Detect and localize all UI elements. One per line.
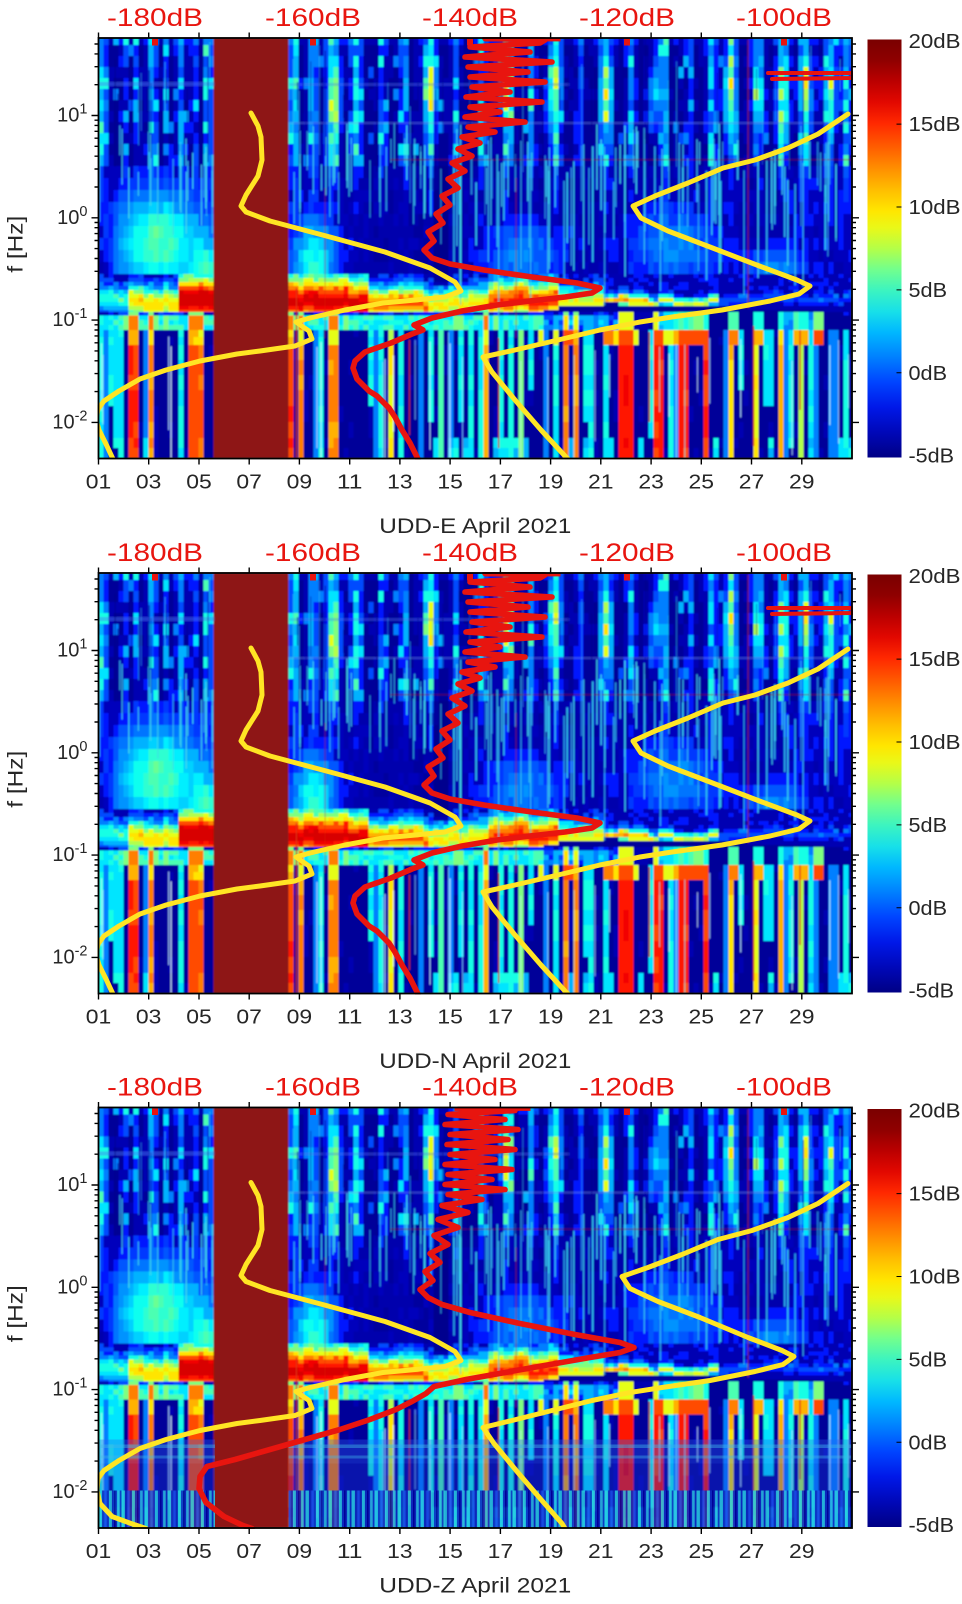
svg-text:UDD-Z April 2021: UDD-Z April 2021 bbox=[379, 1574, 571, 1598]
svg-text:UDD-E April 2021: UDD-E April 2021 bbox=[379, 514, 571, 538]
svg-text:UDD-N April 2021: UDD-N April 2021 bbox=[379, 1049, 571, 1073]
